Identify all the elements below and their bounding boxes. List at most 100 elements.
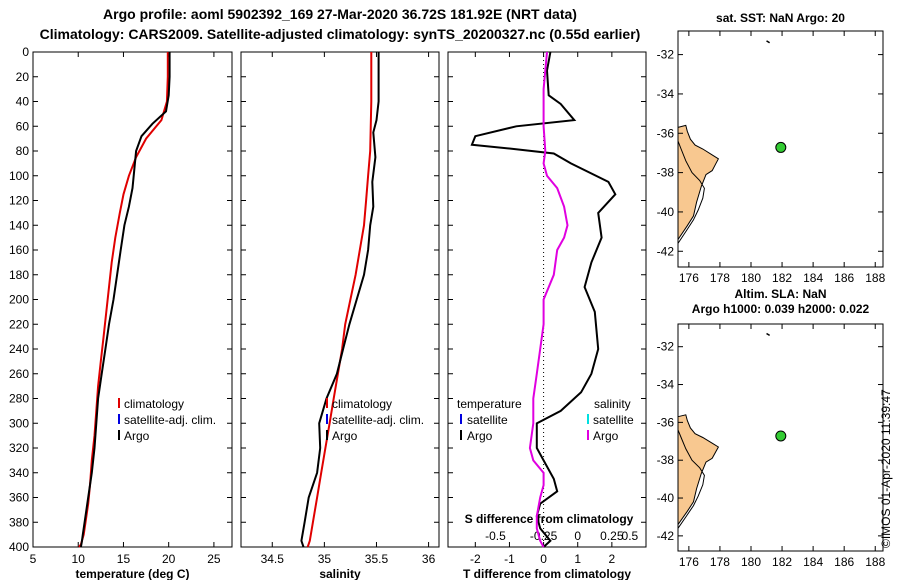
x-tick-label: 35.5 bbox=[365, 552, 389, 566]
y-tick-label: 400 bbox=[9, 540, 29, 554]
series-line bbox=[470, 51, 617, 548]
y-tick-label: 20 bbox=[16, 70, 30, 84]
y-tick-label: 60 bbox=[16, 119, 30, 133]
series-line bbox=[528, 51, 569, 548]
temperature-panel: 0 20 40 60 80 100 120 140 160 180 200 220 240 260 280 3… bbox=[9, 45, 233, 580]
title-line-1: Argo profile: aoml 5902392_169 27-Mar-20… bbox=[103, 6, 577, 22]
x-tick-label: 188 bbox=[865, 555, 885, 569]
legend-title: temperature bbox=[457, 397, 522, 411]
sst-map-panel: sat. SST: NaN Argo: 20 176 178 180 182 184 186… bbox=[657, 11, 886, 285]
x-axis-label: temperature (deg C) bbox=[75, 567, 189, 580]
map-frame bbox=[677, 323, 884, 552]
legend-label: Argo bbox=[332, 429, 358, 443]
x-tick-label: 178 bbox=[710, 271, 730, 285]
y-tick-label: -32 bbox=[657, 340, 675, 354]
y-tick-label: 160 bbox=[9, 243, 29, 257]
y-tick-label: 360 bbox=[9, 491, 29, 505]
x-tick-label: 176 bbox=[679, 555, 699, 569]
x-tick-label: 184 bbox=[803, 555, 823, 569]
y-tick-label: 280 bbox=[9, 392, 29, 406]
y-tick-label: -40 bbox=[657, 205, 675, 219]
y-tick-label: 320 bbox=[9, 441, 29, 455]
map-title: sat. SST: NaN Argo: 20 bbox=[716, 11, 845, 25]
salinity-panel: 34.5 35 35.5 36 salinity climatology satellite… bbox=[240, 51, 440, 580]
y-tick-label: -38 bbox=[657, 166, 675, 180]
x-tick-label: 34.5 bbox=[261, 552, 285, 566]
s-diff-tick-label: 0.5 bbox=[622, 529, 639, 543]
x-tick-label: 10 bbox=[72, 552, 86, 566]
y-tick-label: 180 bbox=[9, 268, 29, 282]
y-tick-label: -38 bbox=[657, 453, 675, 467]
legend-label: climatology bbox=[332, 397, 392, 411]
legend-title: salinity bbox=[594, 397, 631, 411]
legend-label: satellite-adj. clim. bbox=[332, 413, 424, 427]
series-line bbox=[306, 52, 373, 548]
y-tick-label: 340 bbox=[9, 466, 29, 480]
x-tick-label: 180 bbox=[741, 271, 761, 285]
x-tick-label: -1 bbox=[504, 552, 515, 566]
x-tick-label: 188 bbox=[865, 271, 885, 285]
legend-label: satellite bbox=[467, 413, 508, 427]
y-tick-label: 100 bbox=[9, 169, 29, 183]
y-tick-label: -42 bbox=[657, 529, 675, 543]
s-diff-tick-label: -0.5 bbox=[485, 529, 506, 543]
y-tick-label: 300 bbox=[9, 416, 29, 430]
s-diff-tick-label: 0 bbox=[574, 529, 581, 543]
y-tick-label: 0 bbox=[22, 45, 29, 59]
x-tick-label: 25 bbox=[207, 552, 221, 566]
legend-label: Argo bbox=[467, 429, 493, 443]
y-tick-label: 80 bbox=[16, 144, 30, 158]
y-tick-label: -32 bbox=[657, 48, 675, 62]
plot-frame bbox=[240, 51, 440, 548]
series-line bbox=[300, 52, 380, 548]
coastline bbox=[677, 140, 705, 244]
x-tick-label: 1 bbox=[574, 552, 581, 566]
map-title: Altim. SLA: NaN bbox=[734, 287, 826, 301]
y-tick-label: -34 bbox=[657, 87, 675, 101]
difference-panel: -2 -1 0 1 2T difference from climatology S di… bbox=[447, 51, 647, 580]
x-tick-label: 5 bbox=[30, 552, 37, 566]
y-tick-label: 240 bbox=[9, 342, 29, 356]
series-line bbox=[79, 52, 171, 548]
x-tick-label: -2 bbox=[470, 552, 481, 566]
s-diff-tick-label: -0.25 bbox=[530, 529, 558, 543]
land-polygon bbox=[677, 124, 720, 242]
x-tick-label: 176 bbox=[679, 271, 699, 285]
x-tick-label: 20 bbox=[162, 552, 176, 566]
island bbox=[766, 332, 771, 336]
x-tick-label: 186 bbox=[834, 555, 854, 569]
legend-label: Argo bbox=[124, 429, 150, 443]
x-tick-label: 178 bbox=[710, 555, 730, 569]
y-tick-label: 260 bbox=[9, 367, 29, 381]
x-tick-label: 15 bbox=[117, 552, 131, 566]
x-axis-label: T difference from climatology bbox=[463, 567, 631, 580]
legend-label: satellite bbox=[593, 413, 634, 427]
y-tick-label: -34 bbox=[657, 378, 675, 392]
y-tick-label: 140 bbox=[9, 218, 29, 232]
x-axis-label: salinity bbox=[319, 567, 361, 580]
y-tick-label: -40 bbox=[657, 491, 675, 505]
x-tick-label: 182 bbox=[772, 555, 792, 569]
island bbox=[766, 40, 771, 44]
plot-frame bbox=[32, 51, 233, 548]
coastline bbox=[677, 429, 705, 529]
x-tick-label: 2 bbox=[609, 552, 616, 566]
title-line-2: Climatology: CARS2009. Satellite-adjuste… bbox=[40, 26, 641, 42]
legend-label: climatology bbox=[124, 397, 184, 411]
x-tick-label: 0 bbox=[540, 552, 547, 566]
x-tick-label: 186 bbox=[834, 271, 854, 285]
y-tick-label: -36 bbox=[657, 415, 675, 429]
plot-frame bbox=[447, 51, 647, 548]
x-tick-label: 36 bbox=[422, 552, 436, 566]
y-tick-label: 40 bbox=[16, 95, 30, 109]
map-frame bbox=[677, 30, 884, 268]
s-diff-tick-label: 0.25 bbox=[600, 529, 624, 543]
y-tick-label: 380 bbox=[9, 515, 29, 529]
legend-label: Argo bbox=[593, 429, 619, 443]
land-polygon bbox=[677, 414, 720, 527]
timestamp: ©IMOS 01-Apr-2020 11:39:47 bbox=[879, 389, 893, 548]
legend-label: satellite-adj. clim. bbox=[124, 413, 216, 427]
x-tick-label: 180 bbox=[741, 555, 761, 569]
